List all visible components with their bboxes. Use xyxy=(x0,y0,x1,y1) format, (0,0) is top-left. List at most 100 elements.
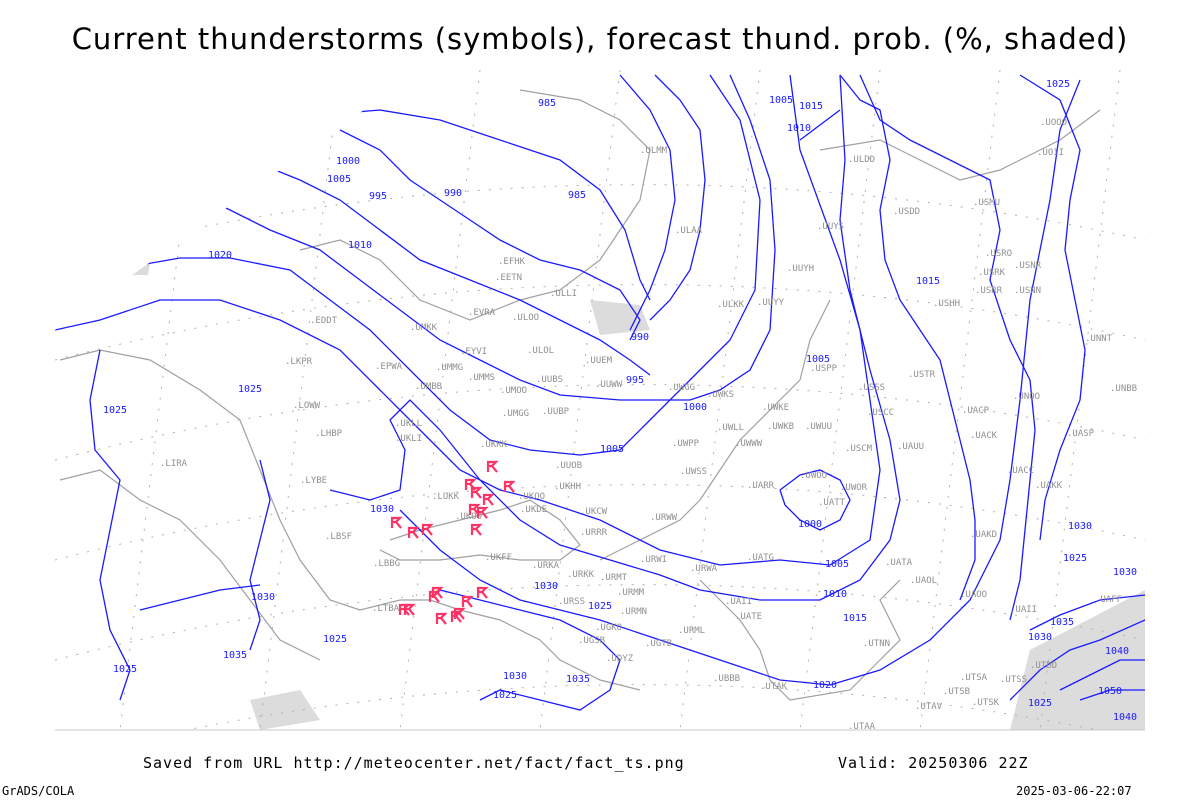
thunderstorm-icon xyxy=(470,486,483,499)
station-label: .UARR xyxy=(747,481,775,491)
isobar-label: 1005 xyxy=(600,444,624,455)
meridian xyxy=(679,70,761,730)
station-label: .UAII xyxy=(1010,605,1037,615)
isobar-label: 1040 xyxy=(1113,712,1137,723)
shading-area xyxy=(1010,590,1145,730)
station-label: .UMKK xyxy=(410,323,438,333)
station-label: .USNN xyxy=(1014,286,1041,296)
station-label: .UACP xyxy=(962,406,990,416)
isobar-label: 1015 xyxy=(916,276,940,287)
isobar-label: 995 xyxy=(369,191,387,202)
isobar-line xyxy=(89,349,131,701)
isobar-line xyxy=(329,74,901,601)
station-label: .EFHK xyxy=(498,257,526,267)
station-label: .UMOO xyxy=(500,386,527,396)
coastline xyxy=(299,89,651,321)
isobar-label: 1050 xyxy=(1098,686,1122,697)
thunderstorm-icon xyxy=(470,523,483,536)
isobar-label: 1030 xyxy=(1113,567,1137,578)
station-label: .UUEM xyxy=(585,356,613,366)
meridian xyxy=(399,70,481,730)
thunderstorm-icon xyxy=(461,595,474,608)
station-label: .UATT xyxy=(818,498,846,508)
station-label: .UAUU xyxy=(897,442,924,452)
station-label: .EETN xyxy=(495,273,522,283)
isobar-line xyxy=(779,469,851,531)
station-label: .UMGG xyxy=(502,409,529,419)
station-label: .UACK xyxy=(970,431,998,441)
station-label: .LKPR xyxy=(285,357,313,367)
thunderstorm-icon xyxy=(482,493,495,506)
station-labels: .EDDT .LKPR .EPWA .LOWW .LHBP .LIRA .LYBE .LBSF… xyxy=(160,118,1137,730)
isobar-line xyxy=(339,129,641,341)
meridian xyxy=(539,70,621,730)
station-label: .UUYS xyxy=(817,222,844,232)
station-label: .URRR xyxy=(580,528,608,538)
thunderstorm-icon xyxy=(403,603,416,616)
station-label: .UTAV xyxy=(915,702,943,712)
station-label: .UKLL xyxy=(395,419,422,429)
station-label: .EDDT xyxy=(310,316,338,326)
isobar-label: 1015 xyxy=(843,613,867,624)
station-label: .UATA xyxy=(885,558,913,568)
station-label: .UGSB xyxy=(578,636,605,646)
thunderstorm-icon xyxy=(486,460,499,473)
isobar-label: 1030 xyxy=(534,581,558,592)
isobars xyxy=(55,74,1145,711)
station-label: .UAKK xyxy=(1035,481,1063,491)
thunderstorm-icon xyxy=(503,480,516,493)
station-label: .UWWW xyxy=(735,439,763,449)
isobar-label: 990 xyxy=(631,332,649,343)
station-label: .LBSF xyxy=(325,532,352,542)
isobar-label: 1030 xyxy=(370,504,394,515)
station-label: .UACC xyxy=(1007,466,1034,476)
station-label: .URKA xyxy=(532,561,560,571)
station-label: .UAFF xyxy=(1095,595,1122,605)
coastline xyxy=(379,499,581,561)
station-label: .ULMM xyxy=(640,146,668,156)
station-label: .UMMG xyxy=(436,363,463,373)
thunderstorm-icon xyxy=(464,478,477,491)
coastline xyxy=(819,109,1101,181)
station-label: .UKFF xyxy=(485,553,512,563)
station-label: .UKKK xyxy=(480,440,508,450)
isobar-label: 1010 xyxy=(348,240,372,251)
meridian xyxy=(259,70,341,730)
station-label: .UTDD xyxy=(1030,661,1057,671)
station-label: .USDD xyxy=(893,207,920,217)
isobar-label: 1035 xyxy=(223,650,247,661)
station-label: .EPWA xyxy=(375,362,403,372)
station-label: .UOII xyxy=(1037,148,1064,158)
station-label: .UKOO xyxy=(518,492,545,502)
station-label: .UBBB xyxy=(713,674,740,684)
station-label: .UKDE xyxy=(520,505,547,515)
coastline xyxy=(699,579,901,701)
isobar-label: 985 xyxy=(568,190,586,201)
isobar-line xyxy=(649,74,706,321)
parallel xyxy=(55,684,1145,730)
station-label: .ULKK xyxy=(717,300,745,310)
station-label: .UTNN xyxy=(863,639,890,649)
station-label: .USCM xyxy=(845,444,873,454)
isobar-label: 1000 xyxy=(336,156,360,167)
station-label: .UMBB xyxy=(415,382,442,392)
isobar-label: 1020 xyxy=(208,250,232,261)
station-label: .UUYH xyxy=(787,264,814,274)
station-label: .UMMS xyxy=(468,373,495,383)
isobar-line xyxy=(1079,689,1145,701)
station-label: .ULDD xyxy=(848,155,875,165)
software-credit: GrADS/COLA xyxy=(2,784,75,798)
isobar-label: 1010 xyxy=(823,589,847,600)
thunderstorm-icon xyxy=(428,590,441,603)
thunderstorm-probability-shading xyxy=(130,262,1145,730)
isobar-labels: 985 1005 1015 1010 1000 1005 995 990 985 1010 1020… xyxy=(103,79,1137,723)
isobar-line xyxy=(319,109,651,301)
station-label: .UOOO xyxy=(1040,118,1067,128)
station-label: .USMU xyxy=(973,198,1000,208)
station-label: .UNBB xyxy=(1110,384,1137,394)
thunderstorm-icon xyxy=(468,503,481,516)
isobar-line xyxy=(839,74,976,601)
station-label: .UUBS xyxy=(536,375,563,385)
isobar-label: 1025 xyxy=(113,664,137,675)
station-label: .LTBA xyxy=(372,604,400,614)
